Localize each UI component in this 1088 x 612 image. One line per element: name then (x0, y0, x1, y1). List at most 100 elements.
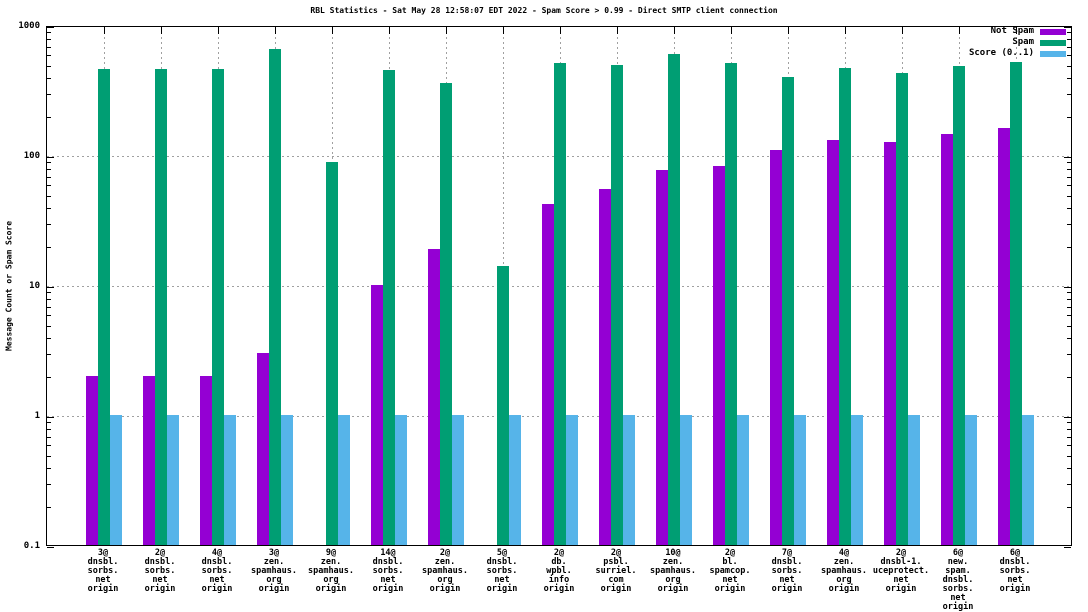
bar-spam (725, 63, 737, 545)
bar-spam (782, 76, 794, 545)
x-category-label: 14@ dnsbl. sorbs. net origin (372, 548, 404, 594)
y-minor-tick-left (47, 315, 51, 317)
bar-score-0-1 (509, 415, 521, 545)
y-minor-tick-left (47, 169, 51, 171)
y-minor-tick-left (47, 338, 51, 340)
bar-not-spam (257, 352, 269, 545)
y-minor-tick-right (1067, 46, 1071, 48)
y-minor-tick-right (1067, 208, 1071, 210)
bar-spam (953, 65, 965, 545)
y-minor-tick-left (47, 299, 51, 301)
bar-not-spam (143, 375, 155, 545)
legend-label: Score (0..1) (968, 48, 1034, 58)
x-category-label: 2@ dnsbl-1. uceprotect. net origin (872, 548, 930, 594)
bar-not-spam (998, 128, 1010, 545)
y-minor-tick-right (1067, 162, 1071, 164)
legend-row: Not Spam (969, 27, 1066, 36)
y-minor-tick-left (47, 247, 51, 249)
y-minor-tick-right (1067, 55, 1071, 57)
y-major-tick-right (1064, 26, 1071, 28)
bar-spam (326, 162, 338, 545)
y-minor-tick-left (47, 46, 51, 48)
bar-not-spam (827, 140, 839, 545)
y-minor-tick-right (1067, 65, 1071, 67)
y-minor-tick-right (1067, 176, 1071, 178)
y-minor-tick-right (1067, 455, 1071, 457)
bar-score-0-1 (908, 415, 920, 545)
y-minor-tick-left (47, 468, 51, 470)
x-tick-top (388, 27, 390, 34)
y-minor-tick-right (1067, 117, 1071, 119)
y-minor-tick-left (47, 354, 51, 356)
x-category-label: 4@ zen. spamhaus. org origin (820, 548, 868, 594)
bar-score-0-1 (224, 415, 236, 545)
bar-score-0-1 (167, 415, 179, 545)
y-minor-tick-right (1067, 325, 1071, 327)
x-category-label: 4@ dnsbl. sorbs. net origin (201, 548, 233, 594)
y-minor-tick-left (47, 377, 51, 379)
bar-spam (269, 49, 281, 545)
y-major-tick-left (47, 286, 54, 288)
y-minor-tick-right (1067, 377, 1071, 379)
x-tick-top (844, 27, 846, 34)
x-category-label: 10@ zen. spamhaus. org origin (649, 548, 697, 594)
bar-spam (212, 68, 224, 545)
y-minor-tick-left (47, 507, 51, 509)
plot-area (46, 26, 1072, 548)
y-minor-tick-right (1067, 484, 1071, 486)
y-tick-label: 10 (29, 281, 40, 291)
bar-spam (611, 65, 623, 545)
bar-spam (1010, 62, 1022, 545)
chart-title: RBL Statistics - Sat May 28 12:58:07 EDT… (310, 6, 778, 15)
bar-not-spam (941, 134, 953, 545)
y-minor-tick-right (1067, 94, 1071, 96)
legend-label: Spam (1012, 37, 1034, 47)
y-minor-tick-left (47, 436, 51, 438)
y-major-tick-left (47, 546, 54, 548)
x-tick-top (331, 27, 333, 34)
y-tick-label: 100 (23, 151, 40, 161)
y-minor-tick-left (47, 65, 51, 67)
bar-spam (554, 63, 566, 545)
y-minor-tick-left (47, 78, 51, 80)
bar-score-0-1 (851, 415, 863, 545)
x-tick-top (217, 27, 219, 34)
bar-score-0-1 (395, 415, 407, 545)
bar-spam (839, 68, 851, 545)
bar-spam (98, 68, 110, 545)
y-minor-tick-left (47, 94, 51, 96)
y-major-tick-right (1064, 416, 1071, 418)
x-tick-top (160, 27, 162, 34)
bar-spam (440, 82, 452, 545)
bar-not-spam (86, 375, 98, 545)
y-minor-tick-right (1067, 299, 1071, 301)
y-minor-tick-right (1067, 39, 1071, 41)
y-minor-tick-left (47, 224, 51, 226)
y-tick-label: 1000 (18, 21, 40, 31)
y-minor-tick-left (47, 455, 51, 457)
y-minor-tick-left (47, 185, 51, 187)
y-minor-tick-left (47, 162, 51, 164)
bar-score-0-1 (965, 415, 977, 545)
y-minor-tick-left (47, 55, 51, 57)
y-minor-tick-left (47, 32, 51, 34)
x-category-label: 2@ zen. spamhaus. org origin (421, 548, 469, 594)
y-minor-tick-left (47, 117, 51, 119)
y-minor-tick-left (47, 429, 51, 431)
bar-not-spam (884, 142, 896, 545)
bar-not-spam (770, 149, 782, 545)
x-category-label: 9@ zen. spamhaus. org origin (307, 548, 355, 594)
x-tick-top (1015, 27, 1017, 34)
legend: Not Spam Spam Score (0..1) (969, 27, 1066, 60)
x-category-label: 3@ dnsbl. sorbs. net origin (87, 548, 119, 594)
x-tick-top (103, 27, 105, 34)
bar-spam (668, 53, 680, 545)
x-tick-top (559, 27, 561, 34)
x-tick-top (445, 27, 447, 34)
bar-not-spam (713, 166, 725, 545)
legend-swatch (1040, 39, 1066, 46)
y-minor-tick-right (1067, 185, 1071, 187)
bar-score-0-1 (737, 415, 749, 545)
y-major-tick-right (1064, 546, 1071, 548)
x-category-label: 7@ dnsbl. sorbs. net origin (771, 548, 803, 594)
